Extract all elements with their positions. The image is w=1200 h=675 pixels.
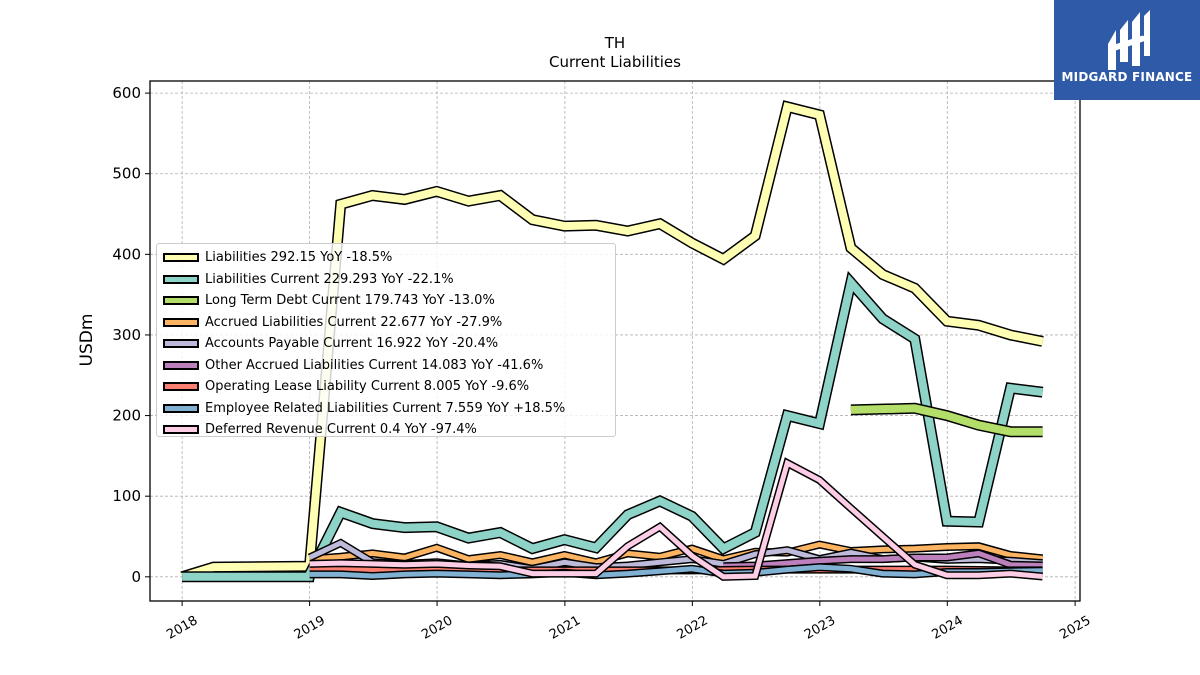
legend-item: Accounts Payable Current 16.922 YoY -20.… (163, 333, 615, 355)
legend-label: Accrued Liabilities Current 22.677 YoY -… (205, 314, 503, 330)
legend-item: Deferred Revenue Current 0.4 YoY -97.4% (163, 419, 615, 441)
legend-item: Accrued Liabilities Current 22.677 YoY -… (163, 312, 615, 334)
midgard-finance-logo: MIDGARD FINANCE (1054, 0, 1200, 100)
legend-item: Long Term Debt Current 179.743 YoY -13.0… (163, 290, 615, 312)
legend-label: Accounts Payable Current 16.922 YoY -20.… (205, 336, 499, 352)
legend: Liabilities 292.15 YoY -18.5% Liabilities… (156, 243, 616, 437)
x-tick-label: 2020 (419, 613, 455, 643)
series-line-5 (723, 550, 1043, 569)
legend-swatch (163, 296, 199, 306)
x-tick-label: 2025 (1057, 613, 1093, 643)
legend-item: Liabilities Current 229.293 YoY -22.1% (163, 269, 615, 291)
legend-item: Employee Related Liabilities Current 7.5… (163, 398, 615, 420)
legend-label: Employee Related Liabilities Current 7.5… (205, 400, 566, 416)
series-line-7 (309, 564, 1043, 579)
y-tick-label: 300 (112, 326, 141, 344)
series-line-3 (309, 542, 1043, 565)
legend-swatch (163, 274, 199, 284)
x-tick-label: 2024 (929, 613, 965, 643)
x-tick-label: 2022 (675, 613, 711, 643)
series-line-0 (180, 101, 1044, 581)
chart-subtitle: Current Liabilities (549, 53, 681, 71)
x-tick-label: 2018 (164, 613, 200, 643)
y-tick-label: 500 (112, 165, 141, 183)
logo-text: MIDGARD FINANCE (1061, 70, 1193, 84)
legend-label: Long Term Debt Current 179.743 YoY -13.0… (205, 293, 495, 309)
midgard-logo-icon (1108, 10, 1150, 70)
legend-swatch (163, 339, 199, 349)
legend-item: Liabilities 292.15 YoY -18.5% (163, 247, 615, 269)
y-tick-label: 100 (112, 487, 141, 505)
legend-label: Liabilities Current 229.293 YoY -22.1% (205, 271, 454, 287)
y-tick-label: 200 (112, 407, 141, 425)
legend-label: Deferred Revenue Current 0.4 YoY -97.4% (205, 422, 477, 438)
legend-swatch (163, 317, 199, 327)
series-line-2 (850, 404, 1043, 436)
legend-swatch (163, 360, 199, 370)
x-tick-label: 2023 (802, 613, 838, 643)
legend-label: Liabilities 292.15 YoY -18.5% (205, 250, 393, 266)
y-tick-label: 600 (112, 84, 141, 102)
y-axis-label: USDm (77, 314, 97, 367)
legend-item: Other Accrued Liabilities Current 14.083… (163, 355, 615, 377)
y-tick-label: 400 (112, 245, 141, 263)
legend-label: Other Accrued Liabilities Current 14.083… (205, 357, 544, 373)
series-line-1 (182, 274, 1044, 581)
legend-label: Operating Lease Liability Current 8.005 … (205, 379, 530, 395)
legend-item: Operating Lease Liability Current 8.005 … (163, 376, 615, 398)
legend-swatch (163, 425, 199, 435)
y-tick-label: 0 (131, 568, 141, 586)
legend-swatch (163, 382, 199, 392)
series-line-8 (309, 459, 1043, 580)
x-tick-label: 2019 (292, 613, 328, 643)
plot-frame (149, 80, 1081, 602)
legend-swatch (163, 253, 199, 263)
chart-title: TH (604, 34, 625, 52)
series-layer (180, 100, 1044, 583)
x-tick-label: 2021 (547, 613, 583, 643)
legend-swatch (163, 403, 199, 413)
